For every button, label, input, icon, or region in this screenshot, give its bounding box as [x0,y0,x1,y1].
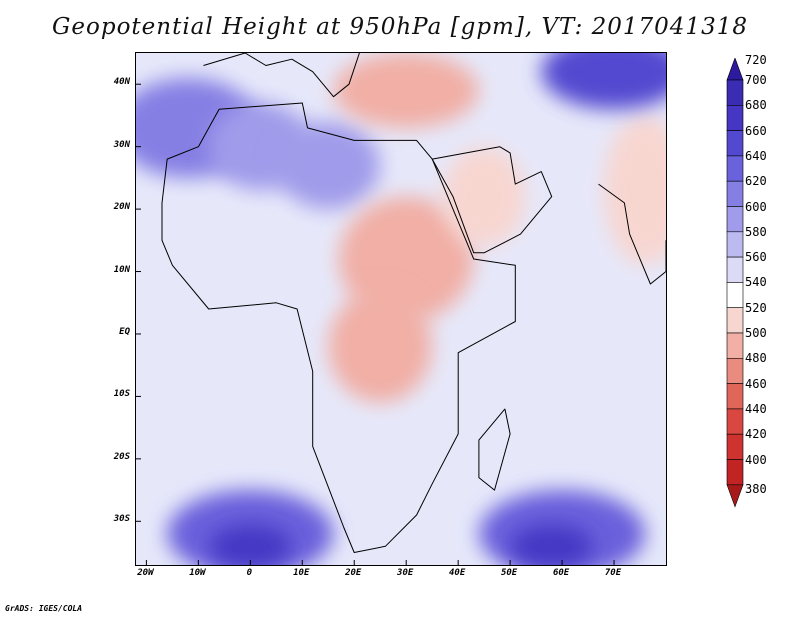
map-panel [135,52,667,566]
map-title: Geopotential Height at 950hPa [gpm], VT:… [52,14,748,40]
lat-tick-label: 30S [113,514,130,525]
region-indian-ocean-core [510,524,594,565]
colorbar [726,58,744,508]
europe-coastline [203,53,360,98]
colorbar-label: 680 [745,98,767,113]
madagascar-coastline [478,408,511,491]
lat-tick-label: 20S [113,451,130,462]
grads-credit: GrADS: IGES/COLA [5,604,83,613]
lon-tick-label: 60E [552,568,570,578]
colorbar-segment [726,104,744,131]
india-coastline [598,183,666,285]
arabia-coastline [431,146,553,254]
region-india-low [603,115,666,266]
africa-coastline [161,102,516,553]
lon-tick-label: 70E [604,568,622,578]
map-canvas [136,53,666,565]
colorbar-bottom-arrow [726,484,744,508]
colorbar-label: 420 [745,427,767,442]
colorbar-label: 700 [745,73,767,87]
lon-tick-label: 20W [137,568,154,578]
lon-tick-label: 30E [397,568,414,578]
colorbar-label: 380 [745,481,767,496]
lon-tick-label: 50E [500,568,518,578]
colorbar-label: 620 [745,174,767,189]
lat-tick-label: 40N [113,77,130,88]
colorbar-segment [726,79,744,106]
lon-tick-label: 10W [189,568,206,578]
region-sudan-low [338,196,474,322]
colorbar-segment [726,332,744,359]
colorbar-segment [726,130,744,157]
colorbar-label: 440 [745,401,767,416]
lon-tick-label: 10E [293,568,310,578]
region-south-atlantic-core [208,524,292,565]
colorbar-top-arrow [726,58,744,81]
colorbar-label: 480 [745,351,767,366]
colorbar-label: 460 [745,376,767,391]
region-sahara-east-high [276,121,381,210]
colorbar-label: 540 [745,275,767,290]
lon-tick-label: 40E [449,568,466,578]
region-mediterranean-low [333,53,479,128]
colorbar-label: 720 [745,53,767,67]
colorbar-segment [726,206,744,233]
colorbar-segment [726,357,744,384]
colorbar-segment [726,231,744,258]
lat-tick-label: EQ [119,326,130,337]
lon-tick-label: 20E [345,568,362,578]
colorbar-label: 640 [745,148,767,163]
lat-tick-label: 10N [113,264,130,275]
colorbar-label: 500 [745,326,767,340]
colorbar-label: 400 [745,452,767,467]
colorbar-segment [726,383,744,410]
colorbar-label: 660 [745,123,767,138]
colorbar-label: 580 [745,224,767,239]
region-asia-high [541,53,666,110]
region-arabia-low [442,146,526,247]
lon-tick-label: 0 [246,568,253,578]
lat-tick-label: 20N [113,202,130,213]
colorbar-segment [726,282,744,308]
colorbar-segment [726,307,744,334]
colorbar-segment [726,408,744,435]
lat-tick-label: 30N [113,139,130,150]
colorbar-label: 560 [745,250,767,265]
colorbar-segment [726,180,744,207]
colorbar-segment [726,256,744,283]
region-congo-low [328,290,433,403]
colorbar-segment [726,459,744,486]
colorbar-segment [726,155,744,182]
lat-tick-label: 10S [113,389,130,400]
colorbar-label: 600 [745,199,767,214]
colorbar-segment [726,433,744,460]
colorbar-label: 520 [745,300,767,315]
